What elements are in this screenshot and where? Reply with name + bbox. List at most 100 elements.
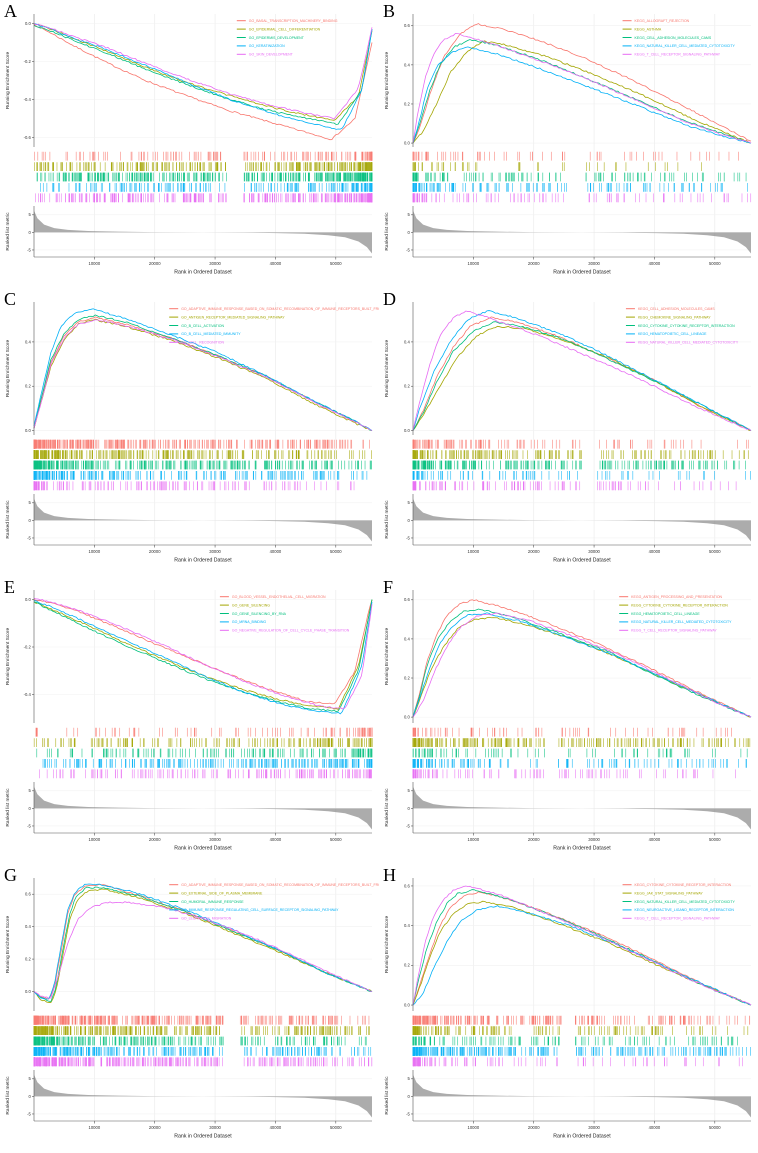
legend-label-4: KEGG_T_CELL_RECEPTOR_SIGNALING_PATHWAY <box>635 917 721 921</box>
metric-ytick-label: 5 <box>407 500 410 505</box>
gsea-plot-B: KEGG_ALLOGRAFT_REJECTION KEGG_ASTHMA KEGG_… <box>379 0 758 288</box>
metric-ytick-label: 5 <box>407 788 410 793</box>
panel-label-D: D <box>383 289 396 309</box>
es-curve-3 <box>33 308 373 431</box>
panel-label-C: C <box>4 289 16 309</box>
rug-row-0 <box>412 1015 751 1025</box>
es-curve-1 <box>412 325 752 431</box>
metric-ytick-label: -5 <box>406 823 410 828</box>
legend-label-3: KEGG_NATURAL_KILLER_CELL_MEDIATED_CYTOTO… <box>635 44 736 48</box>
es-curve-3 <box>33 23 373 130</box>
es-ytick-label: 0.0 <box>404 1002 410 1007</box>
x-axis-title: Rank in Ordered Dataset <box>553 558 611 564</box>
x-tick-label: 10000 <box>89 261 101 266</box>
gridlines <box>413 302 751 545</box>
x-tick-label: 30000 <box>209 1125 221 1130</box>
legend-label-0: KEGG_ANTIGEN_PROCESSING_AND_PRESENTATION <box>631 595 722 599</box>
legend-label-1: GO_GENE_SILENCING <box>232 603 270 607</box>
gsea-panel-A: GO_BASAL_TRANSCRIPTION_MACHINERY_BINDING… <box>0 0 379 288</box>
enrichment-score-curves <box>33 23 373 141</box>
es-axis-title: Running Enrichment Score <box>5 340 11 398</box>
legend-label-2: KEGG_NATURAL_KILLER_CELL_MEDIATED_CYTOTO… <box>635 900 736 904</box>
es-curve-3 <box>412 905 752 1006</box>
es-axis-title: Running Enrichment Score <box>384 916 390 974</box>
rug-row-1 <box>412 738 751 747</box>
es-curve-0 <box>412 23 752 144</box>
legend-label-4: KEGG_T_CELL_RECEPTOR_SIGNALING_PATHWAY <box>631 629 717 633</box>
gsea-plot-C: GO_ADAPTIVE_IMMUNE_RESPONSE_BASED_ON_SOM… <box>0 288 379 576</box>
rug-row-1 <box>412 1026 749 1035</box>
rug-row-0 <box>412 439 749 449</box>
legend-label-2: KEGG_HEMATOPOIETIC_CELL_LINEAGE <box>631 612 700 616</box>
es-ytick-label: 0.2 <box>25 956 31 961</box>
rug-row-2 <box>412 460 746 470</box>
x-axis-title: Rank in Ordered Dataset <box>553 846 611 852</box>
legend-label-1: GO_ANTIGEN_RECEPTOR_MEDIATED_SIGNALING_P… <box>181 315 285 319</box>
ranked-metric-area <box>34 1074 372 1118</box>
rug-row-3 <box>412 1047 751 1056</box>
legend-label-1: GO_EPIDERMAL_CELL_DIFFERENTIATION <box>249 27 321 31</box>
es-ytick-label: 0.4 <box>404 636 410 641</box>
rug-row-1 <box>412 450 749 459</box>
enrichment-score-curves <box>33 308 373 431</box>
legend-label-2: GO_EPIDERMIS_DEVELOPMENT <box>249 36 305 40</box>
x-tick-label: 40000 <box>270 837 282 842</box>
enrichment-score-curves <box>412 599 752 718</box>
enrichment-score-curves <box>33 883 373 1003</box>
es-curve-2 <box>412 39 752 144</box>
es-ytick-label: 0.0 <box>25 597 31 602</box>
rug-row-0 <box>412 151 739 161</box>
es-ytick-label: 0.0 <box>25 428 31 433</box>
es-ytick-label: 0.0 <box>404 140 410 145</box>
x-tick-label: 30000 <box>588 1125 600 1130</box>
x-tick-label: 30000 <box>588 549 600 554</box>
rug-row-2 <box>33 460 372 470</box>
x-axis-title: Rank in Ordered Dataset <box>174 1134 232 1140</box>
x-tick-label: 50000 <box>709 837 721 842</box>
legend-label-0: KEGG_CYTOKINE_CYTOKINE_RECEPTOR_INTERACT… <box>635 883 732 887</box>
rug-row-3 <box>412 183 748 192</box>
legend-label-2: KEGG_CELL_ADHESION_MOLECULES_CAMS <box>635 36 712 40</box>
es-ytick-label: 0.2 <box>404 101 410 106</box>
legend: GO_ADAPTIVE_IMMUNE_RESPONSE_BASED_ON_SOM… <box>169 883 379 921</box>
metric-ytick-label: 5 <box>28 788 31 793</box>
legend: GO_ADAPTIVE_IMMUNE_RESPONSE_BASED_ON_SOM… <box>169 307 379 345</box>
rug-row-4 <box>412 481 737 491</box>
es-curve-0 <box>412 891 752 1006</box>
legend-label-4: GO_NEGATIVE_REGULATION_OF_CELL_CYCLE_PHA… <box>232 629 350 633</box>
es-ytick-label: 0.4 <box>404 62 410 67</box>
gsea-plot-F: KEGG_ANTIGEN_PROCESSING_AND_PRESENTATION… <box>379 576 758 864</box>
legend-label-1: KEGG_CHEMOKINE_SIGNALING_PATHWAY <box>638 315 711 319</box>
legend-label-3: GO_B_CELL_MEDIATED_IMMUNITY <box>181 332 241 336</box>
es-curve-1 <box>33 318 373 431</box>
x-tick-label: 20000 <box>149 549 161 554</box>
es-ytick-label: -0.2 <box>24 59 32 64</box>
es-ytick-label: 0.4 <box>25 339 31 344</box>
metric-axis-title: Ranked list metric <box>5 212 11 251</box>
es-curve-4 <box>33 901 373 999</box>
legend-label-4: GO_SKIN_DEVELOPMENT <box>249 53 294 57</box>
es-ytick-label: -0.4 <box>24 97 32 102</box>
axes: 0.0 0.2 0.4 0.6 5 0 -5 10000 20000 30000 40000 5000… <box>5 878 372 1140</box>
es-curve-3 <box>412 612 752 718</box>
x-axis-title: Rank in Ordered Dataset <box>553 1134 611 1140</box>
metric-ytick-label: 5 <box>407 1076 410 1081</box>
es-ytick-label: 0.0 <box>25 21 31 26</box>
x-tick-label: 10000 <box>468 837 480 842</box>
metric-ytick-label: -5 <box>27 247 31 252</box>
legend-label-1: KEGG_ASTHMA <box>635 27 662 31</box>
metric-axis-title: Ranked list metric <box>5 788 11 827</box>
es-curve-4 <box>412 310 752 431</box>
legend-label-4: GO_LEUKOCYTE_MIGRATION <box>181 917 232 921</box>
es-ytick-label: 0.6 <box>404 883 410 888</box>
es-ytick-label: 0.0 <box>25 989 31 994</box>
rug-row-4 <box>412 1057 743 1067</box>
x-tick-label: 40000 <box>270 549 282 554</box>
x-tick-label: 20000 <box>149 1125 161 1130</box>
metric-ytick-label: 5 <box>28 500 31 505</box>
metric-axis-title: Ranked list metric <box>384 212 390 251</box>
legend-label-3: KEGG_NATURAL_KILLER_CELL_MEDIATED_CYTOTO… <box>631 620 732 624</box>
legend-label-0: KEGG_ALLOGRAFT_REJECTION <box>635 19 690 23</box>
metric-ytick-label: -5 <box>406 535 410 540</box>
